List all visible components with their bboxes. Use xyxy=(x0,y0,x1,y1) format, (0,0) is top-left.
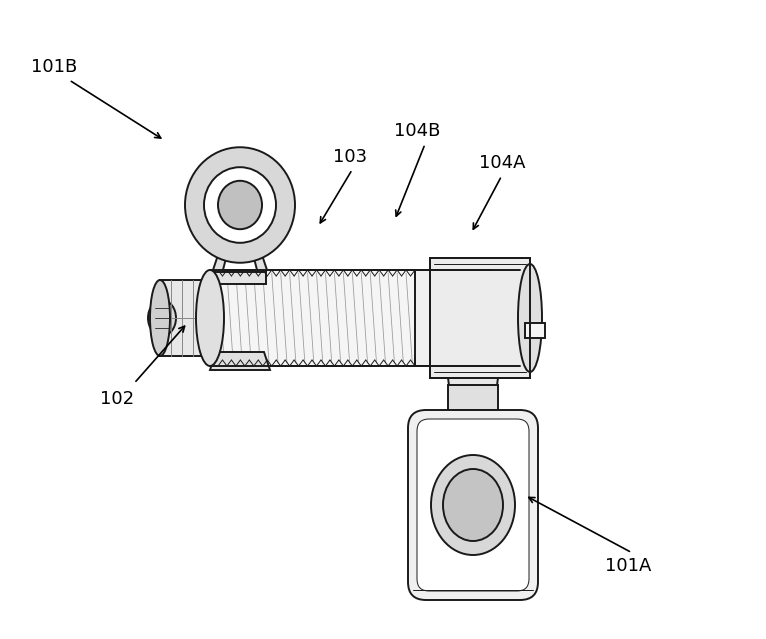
Bar xyxy=(210,270,520,366)
Ellipse shape xyxy=(204,167,276,243)
Ellipse shape xyxy=(218,181,262,229)
Text: 104A: 104A xyxy=(479,154,525,172)
Text: 101B: 101B xyxy=(31,58,77,76)
Bar xyxy=(430,258,530,378)
Bar xyxy=(430,258,530,378)
Polygon shape xyxy=(210,352,270,370)
Ellipse shape xyxy=(518,264,542,372)
Polygon shape xyxy=(525,323,545,338)
Polygon shape xyxy=(160,280,204,356)
Ellipse shape xyxy=(443,469,503,541)
Ellipse shape xyxy=(185,147,295,263)
Text: 104B: 104B xyxy=(394,122,441,140)
Polygon shape xyxy=(213,255,226,278)
Text: 102: 102 xyxy=(100,390,134,408)
Polygon shape xyxy=(214,272,266,284)
Ellipse shape xyxy=(150,280,170,356)
Bar xyxy=(448,385,498,410)
Polygon shape xyxy=(448,378,498,415)
FancyBboxPatch shape xyxy=(417,419,529,591)
Ellipse shape xyxy=(431,455,515,555)
Polygon shape xyxy=(254,255,267,278)
Text: 103: 103 xyxy=(333,148,368,166)
Bar xyxy=(415,270,490,366)
Ellipse shape xyxy=(148,300,176,336)
FancyBboxPatch shape xyxy=(408,410,538,600)
Ellipse shape xyxy=(196,270,224,366)
Text: 101A: 101A xyxy=(605,557,652,574)
